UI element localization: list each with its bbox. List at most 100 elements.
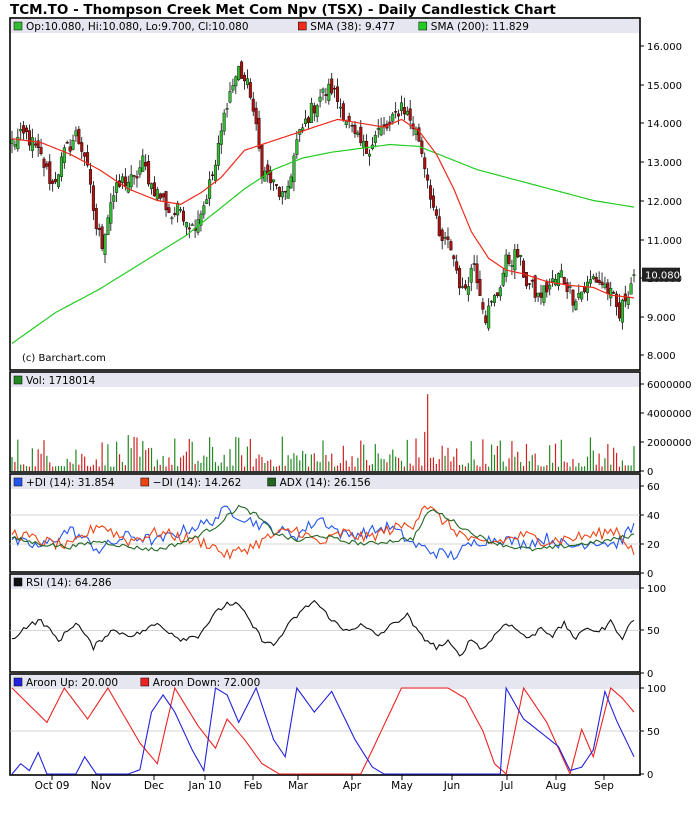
- candle-body: [161, 193, 165, 198]
- candle-body: [426, 174, 430, 181]
- candle-body: [286, 185, 290, 199]
- candle-body: [373, 135, 377, 143]
- last-price-tag: [642, 267, 680, 282]
- candle-body: [565, 282, 569, 292]
- candle-body: [446, 236, 450, 240]
- candle-body: [402, 107, 406, 115]
- candle-body: [222, 112, 226, 132]
- candle-body: [362, 140, 366, 149]
- candle-body: [274, 184, 278, 186]
- candle-body: [74, 130, 78, 137]
- candle-body: [57, 174, 61, 187]
- candle-body: [501, 272, 505, 286]
- candle-body: [469, 267, 473, 283]
- candle-body: [597, 279, 601, 283]
- candle-body: [225, 108, 229, 110]
- candle-body: [155, 189, 159, 200]
- dmi-y-tick-label: 40: [647, 511, 660, 522]
- di-minus-line: [11, 505, 635, 561]
- candle-body: [327, 83, 331, 101]
- candle-body: [68, 146, 72, 152]
- candle-body: [321, 88, 325, 93]
- candle-body: [257, 117, 261, 149]
- aroon-y-tick-label: 50: [647, 727, 660, 738]
- candle-body: [530, 280, 534, 282]
- rsi-panel-frame: [9, 573, 641, 673]
- candle-body: [556, 273, 560, 287]
- price-y-tick-label: 14.000: [647, 119, 682, 130]
- candle-body: [135, 176, 139, 179]
- candle-body: [484, 315, 488, 324]
- price-y-tick-label: 16.000: [647, 42, 682, 53]
- candle-body: [472, 263, 476, 265]
- candle-body: [27, 130, 31, 146]
- candle-body: [83, 152, 87, 157]
- candle-body: [289, 176, 293, 189]
- candle-body: [184, 221, 188, 228]
- candle-body: [213, 164, 217, 181]
- candle-body: [466, 286, 470, 295]
- candle-body: [397, 113, 401, 117]
- candle-body: [344, 121, 348, 126]
- candle-body: [280, 191, 284, 198]
- candle-body: [606, 282, 610, 295]
- candle-body: [167, 207, 171, 214]
- price-legend-text: Op:10.080, Hi:10.080, Lo:9.700, Cl:10.08…: [26, 21, 249, 33]
- candle-body: [443, 237, 447, 239]
- candle-body: [45, 163, 49, 167]
- candle-body: [603, 283, 607, 288]
- candle-body: [158, 193, 162, 199]
- candle-body: [591, 276, 595, 279]
- candle-body: [431, 195, 435, 208]
- rsi-y-tick-label: 100: [647, 584, 666, 595]
- volume-y-tick-label: 0: [647, 467, 653, 478]
- candle-body: [492, 295, 496, 303]
- candle-body: [522, 260, 526, 278]
- candle-body: [405, 110, 409, 115]
- candle-body: [571, 289, 575, 306]
- candle-body: [170, 217, 174, 219]
- candle-body: [353, 124, 357, 134]
- candle-body: [152, 182, 156, 197]
- price-legend-text: SMA (200): 11.829: [431, 21, 529, 33]
- aroon-down-line: [11, 686, 635, 776]
- candle-body: [600, 281, 604, 285]
- candle-body: [205, 199, 209, 205]
- dmi-legend-strip: [11, 475, 639, 489]
- candle-body: [612, 292, 616, 294]
- candle-body: [16, 136, 20, 150]
- candle-body: [115, 182, 119, 193]
- candle-body: [25, 127, 29, 133]
- candle-body: [86, 152, 90, 166]
- candle-body: [283, 190, 287, 193]
- rsi-legend-strip: [11, 575, 639, 589]
- candle-body: [240, 61, 244, 79]
- dmi-y-tick-label: 60: [647, 482, 660, 493]
- candle-body: [487, 305, 491, 329]
- price-legend-swatch: [13, 21, 23, 31]
- x-axis-label: Jan 10: [188, 780, 222, 792]
- candle-body: [498, 287, 502, 297]
- candle-body: [359, 126, 363, 144]
- candle-body: [588, 279, 592, 284]
- candle-body: [463, 284, 467, 289]
- candle-body: [112, 195, 116, 202]
- candle-body: [269, 170, 273, 184]
- candle-body: [574, 301, 578, 310]
- candle-body: [248, 82, 252, 98]
- candle-body: [80, 142, 84, 152]
- aroon-panel-frame: [9, 673, 641, 776]
- price-y-tick-label: 12.000: [647, 197, 682, 208]
- candle-body: [539, 292, 543, 298]
- aroon-y-tick-label: 0: [647, 770, 653, 781]
- candle-body: [542, 285, 546, 303]
- candle-body: [30, 137, 34, 151]
- price-legend-text: SMA (38): 9.477: [310, 21, 395, 33]
- candle-body: [609, 288, 613, 299]
- candle-body: [187, 227, 191, 230]
- candle-body: [580, 291, 584, 300]
- candle-body: [126, 182, 130, 193]
- di-plus-line: [11, 505, 635, 561]
- candle-body: [216, 143, 220, 166]
